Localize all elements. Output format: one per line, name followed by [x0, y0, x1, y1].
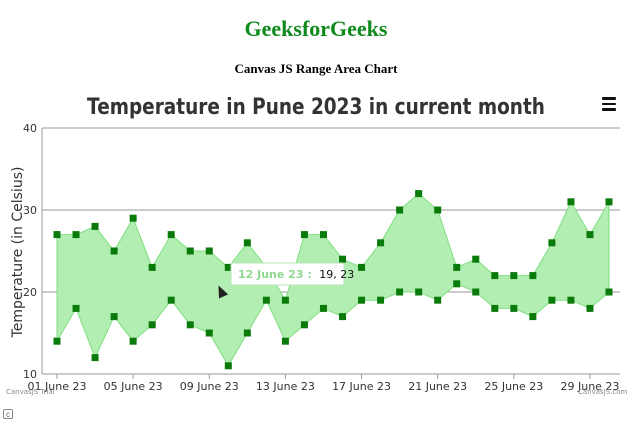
svg-text:12 June 23 : 19, 23: 12 June 23 : 19, 23 — [238, 268, 354, 281]
x-tick-label: 21 June 23 — [408, 380, 467, 393]
marker-low[interactable] — [567, 296, 575, 304]
marker-low[interactable] — [339, 313, 347, 321]
y-axis-label: Temperature (in Celsius) — [10, 167, 26, 339]
x-tick-label: 05 June 23 — [104, 380, 163, 393]
data-markers — [53, 190, 613, 370]
marker-high[interactable] — [453, 263, 461, 271]
marker-low[interactable] — [510, 304, 518, 312]
marker-high[interactable] — [415, 190, 423, 198]
marker-low[interactable] — [110, 313, 118, 321]
marker-high[interactable] — [91, 222, 99, 230]
marker-low[interactable] — [91, 354, 99, 362]
credit-watermark[interactable]: CanvasJS.com — [578, 388, 628, 396]
y-axis-ticks: 10 20 30 40 — [23, 122, 37, 381]
x-tick-label: 13 June 23 — [256, 380, 315, 393]
hamburger-menu-icon[interactable] — [600, 94, 618, 112]
marker-high[interactable] — [53, 231, 61, 239]
trial-watermark: CanvasJS Trial — [6, 388, 55, 396]
y-tick-label: 10 — [23, 368, 37, 381]
marker-high[interactable] — [491, 272, 499, 280]
marker-high[interactable] — [319, 231, 327, 239]
tooltip-value: 19, 23 — [319, 268, 354, 281]
marker-low[interactable] — [262, 296, 270, 304]
marker-low[interactable] — [186, 321, 194, 329]
chart-title: Temperature in Pune 2023 in current mont… — [87, 93, 545, 119]
marker-low[interactable] — [434, 296, 442, 304]
marker-low[interactable] — [377, 296, 385, 304]
site-title: GeeksforGeeks — [244, 16, 388, 41]
marker-low[interactable] — [415, 288, 423, 296]
page-subtitle: Canvas JS Range Area Chart — [234, 61, 398, 76]
marker-low[interactable] — [72, 304, 80, 312]
marker-high[interactable] — [243, 239, 251, 247]
marker-high[interactable] — [548, 239, 556, 247]
marker-high[interactable] — [472, 255, 480, 263]
marker-high[interactable] — [72, 231, 80, 239]
marker-high[interactable] — [205, 247, 213, 255]
x-tick-label: 29 June 23 — [560, 380, 619, 393]
marker-low[interactable] — [529, 313, 537, 321]
x-tick-label: 01 June 23 — [28, 380, 87, 393]
x-tick-label: 17 June 23 — [332, 380, 391, 393]
marker-low[interactable] — [205, 329, 213, 337]
marker-high[interactable] — [510, 272, 518, 280]
marker-low[interactable] — [129, 337, 137, 345]
marker-low[interactable] — [453, 280, 461, 288]
marker-low[interactable] — [53, 337, 61, 345]
marker-low[interactable] — [148, 321, 156, 329]
marker-low[interactable] — [300, 321, 308, 329]
copyright-icon: c — [3, 409, 13, 419]
marker-low[interactable] — [396, 288, 404, 296]
marker-low[interactable] — [319, 304, 327, 312]
marker-high[interactable] — [396, 206, 404, 214]
marker-high[interactable] — [281, 296, 289, 304]
marker-high[interactable] — [186, 247, 194, 255]
marker-high[interactable] — [605, 198, 613, 206]
marker-low[interactable] — [491, 304, 499, 312]
marker-low[interactable] — [167, 296, 175, 304]
marker-low[interactable] — [586, 304, 594, 312]
x-tick-label: 09 June 23 — [180, 380, 239, 393]
x-tick-label: 25 June 23 — [484, 380, 543, 393]
marker-high[interactable] — [567, 198, 575, 206]
marker-low[interactable] — [358, 296, 366, 304]
x-axis-ticks: 01 June 23 05 June 23 09 June 23 13 June 23… — [28, 374, 619, 393]
tooltip: 12 June 23 : 19, 23 — [230, 262, 354, 286]
marker-high[interactable] — [224, 263, 232, 271]
marker-high[interactable] — [129, 214, 137, 222]
marker-high[interactable] — [110, 247, 118, 255]
y-tick-label: 20 — [23, 286, 37, 299]
y-tick-label: 30 — [23, 204, 37, 217]
marker-high[interactable] — [529, 272, 537, 280]
marker-low[interactable] — [281, 337, 289, 345]
marker-high[interactable] — [586, 231, 594, 239]
marker-low[interactable] — [243, 329, 251, 337]
tooltip-label: 12 June 23 : — [238, 268, 312, 281]
marker-high[interactable] — [377, 239, 385, 247]
marker-low[interactable] — [472, 288, 480, 296]
marker-high[interactable] — [434, 206, 442, 214]
marker-high[interactable] — [358, 263, 366, 271]
marker-low[interactable] — [605, 288, 613, 296]
marker-low[interactable] — [548, 296, 556, 304]
marker-high[interactable] — [300, 231, 308, 239]
marker-high[interactable] — [339, 255, 347, 263]
y-tick-label: 40 — [23, 122, 37, 135]
marker-low[interactable] — [224, 362, 232, 370]
marker-high[interactable] — [167, 231, 175, 239]
marker-high[interactable] — [148, 263, 156, 271]
